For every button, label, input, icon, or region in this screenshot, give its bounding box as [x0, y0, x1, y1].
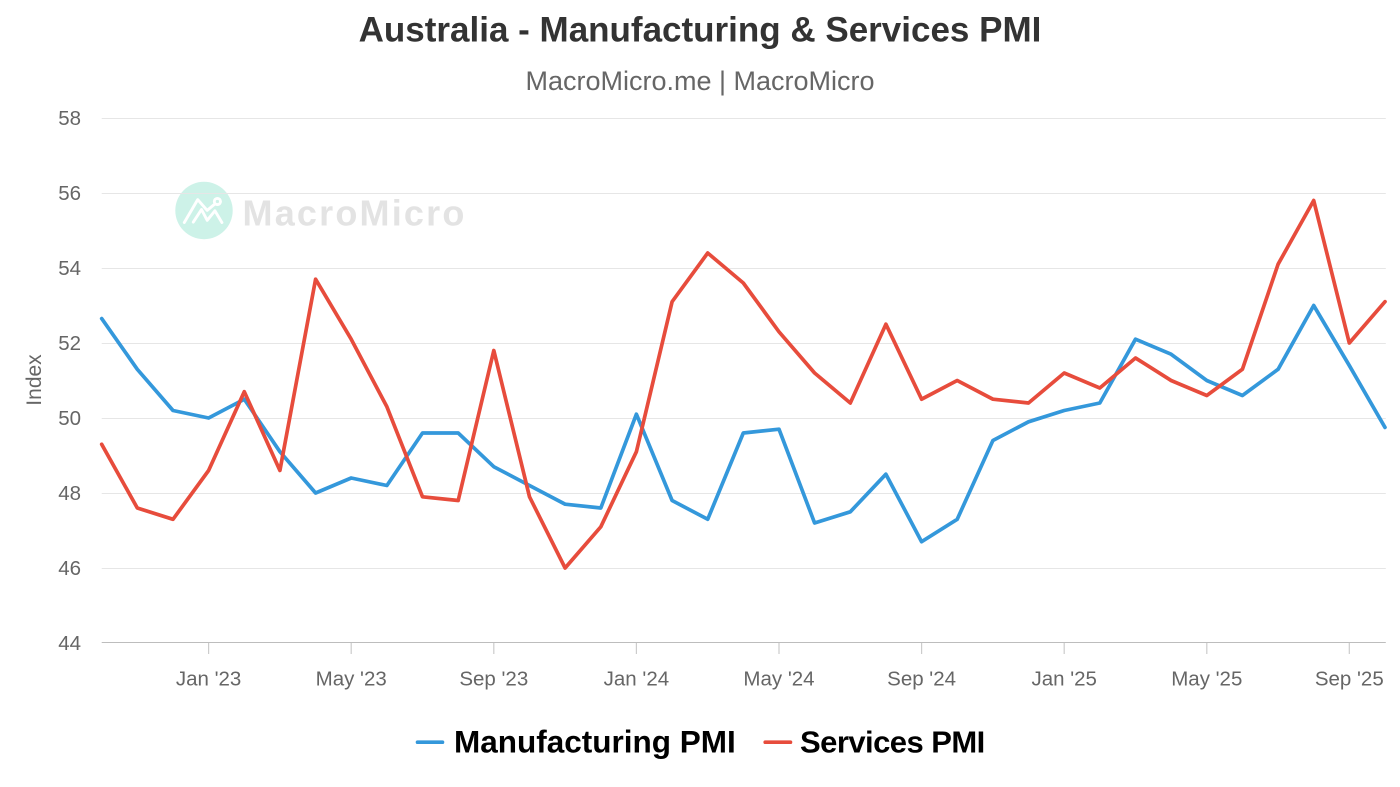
svg-text:May '23: May '23	[316, 668, 387, 691]
svg-text:44: 44	[58, 632, 81, 655]
svg-text:MacroMicro.me | MacroMicro: MacroMicro.me | MacroMicro	[525, 66, 874, 96]
svg-text:Index: Index	[23, 354, 46, 406]
svg-text:Sep '23: Sep '23	[459, 668, 528, 691]
svg-text:Jan '24: Jan '24	[604, 668, 669, 691]
svg-text:MacroMicro: MacroMicro	[243, 193, 467, 234]
svg-text:Sep '25: Sep '25	[1315, 668, 1384, 691]
svg-text:58: 58	[58, 107, 81, 130]
svg-text:Australia - Manufacturing & Se: Australia - Manufacturing & Services PMI	[359, 11, 1042, 50]
svg-text:56: 56	[58, 182, 81, 205]
svg-text:May '25: May '25	[1171, 668, 1242, 691]
svg-text:50: 50	[58, 407, 81, 430]
svg-text:54: 54	[58, 257, 81, 280]
svg-text:Jan '23: Jan '23	[176, 668, 241, 691]
svg-text:48: 48	[58, 482, 81, 505]
svg-text:Jan '25: Jan '25	[1031, 668, 1096, 691]
svg-text:46: 46	[58, 557, 81, 580]
svg-text:May '24: May '24	[743, 668, 814, 691]
svg-text:Services PMI: Services PMI	[800, 725, 985, 760]
svg-text:52: 52	[58, 332, 81, 355]
svg-text:Sep '24: Sep '24	[887, 668, 956, 691]
svg-text:Manufacturing PMI: Manufacturing PMI	[454, 724, 736, 760]
